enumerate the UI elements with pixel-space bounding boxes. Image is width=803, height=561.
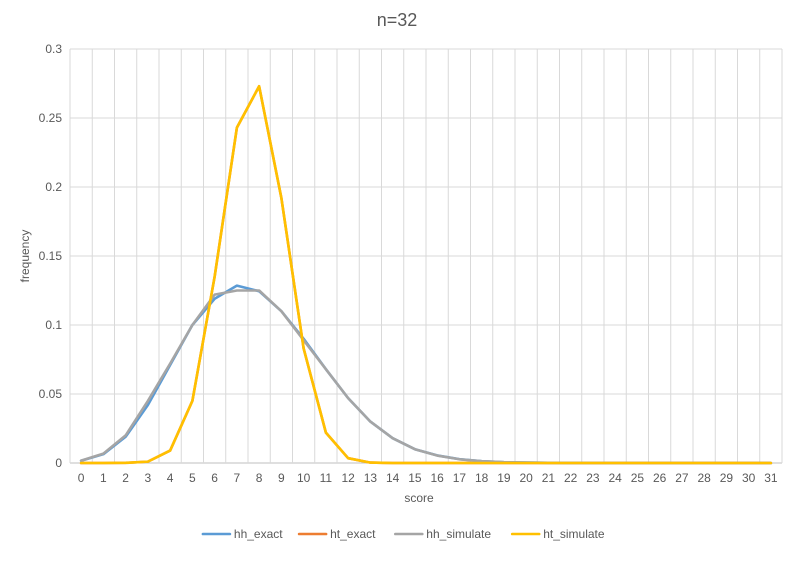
x-tick-label: 19	[497, 471, 511, 485]
chart-title: n=32	[377, 10, 418, 30]
x-tick-label: 6	[211, 471, 218, 485]
y-tick-label: 0.2	[45, 180, 62, 194]
x-axis-title: score	[404, 491, 434, 505]
x-tick-label: 31	[764, 471, 778, 485]
legend-item-hh-simulate: hh_simulate	[393, 527, 491, 541]
x-tick-label: 5	[189, 471, 196, 485]
x-tick-label: 15	[408, 471, 422, 485]
x-tick-label: 20	[519, 471, 533, 485]
x-tick-label: 30	[742, 471, 756, 485]
y-axis-title: frequency	[18, 230, 32, 283]
x-tick-label: 3	[145, 471, 152, 485]
legend-label: hh_simulate	[426, 527, 491, 541]
x-tick-label: 8	[256, 471, 263, 485]
y-tick-label: 0.05	[39, 387, 63, 401]
legend-label: ht_exact	[330, 527, 376, 541]
x-tick-label: 13	[364, 471, 378, 485]
x-tick-label: 21	[542, 471, 556, 485]
legend-item-ht-simulate: ht_simulate	[510, 527, 605, 541]
x-tick-label: 10	[297, 471, 311, 485]
x-tick-label: 2	[122, 471, 129, 485]
series-line-ht-simulate	[79, 84, 773, 465]
legend-item-ht-exact: ht_exact	[297, 527, 376, 541]
x-tick-label: 11	[320, 471, 333, 485]
legend-item-hh-exact: hh_exact	[201, 527, 283, 541]
legend-label: ht_simulate	[543, 527, 605, 541]
y-tick-label: 0.3	[45, 42, 62, 56]
x-tick-label: 7	[234, 471, 241, 485]
x-tick-label: 29	[720, 471, 734, 485]
x-tick-label: 17	[453, 471, 467, 485]
y-tick-label: 0.1	[45, 318, 62, 332]
series-lines	[79, 84, 773, 465]
x-tick-label: 16	[430, 471, 444, 485]
legend-label: hh_exact	[234, 527, 283, 541]
y-tick-label: 0.15	[39, 249, 63, 263]
x-tick-label: 18	[475, 471, 489, 485]
legend: hh_exact ht_exact hh_simulate ht_simulate	[201, 527, 605, 541]
y-tick-label: 0.25	[39, 111, 63, 125]
y-tick-label: 0	[55, 456, 62, 470]
x-tick-label: 14	[386, 471, 400, 485]
x-tick-label: 12	[341, 471, 355, 485]
x-tick-label: 28	[697, 471, 711, 485]
x-tick-label: 9	[278, 471, 285, 485]
x-tick-label: 27	[675, 471, 689, 485]
y-axis-tick-labels: 0 0.05 0.1 0.15 0.2 0.25 0.3	[39, 42, 63, 470]
gridlines	[69, 48, 783, 464]
x-tick-label: 25	[631, 471, 645, 485]
x-tick-label: 26	[653, 471, 667, 485]
x-tick-label: 22	[564, 471, 578, 485]
x-tick-label: 1	[100, 471, 107, 485]
x-axis-tick-labels: 0 1 2 3 4 5 6 7 8 9 10 11 12 13 14 15 16 17 18 19 20 21 22 23 24…	[78, 471, 778, 485]
x-tick-label: 23	[586, 471, 600, 485]
x-tick-label: 0	[78, 471, 85, 485]
x-tick-label: 24	[608, 471, 622, 485]
x-tick-label: 4	[167, 471, 174, 485]
